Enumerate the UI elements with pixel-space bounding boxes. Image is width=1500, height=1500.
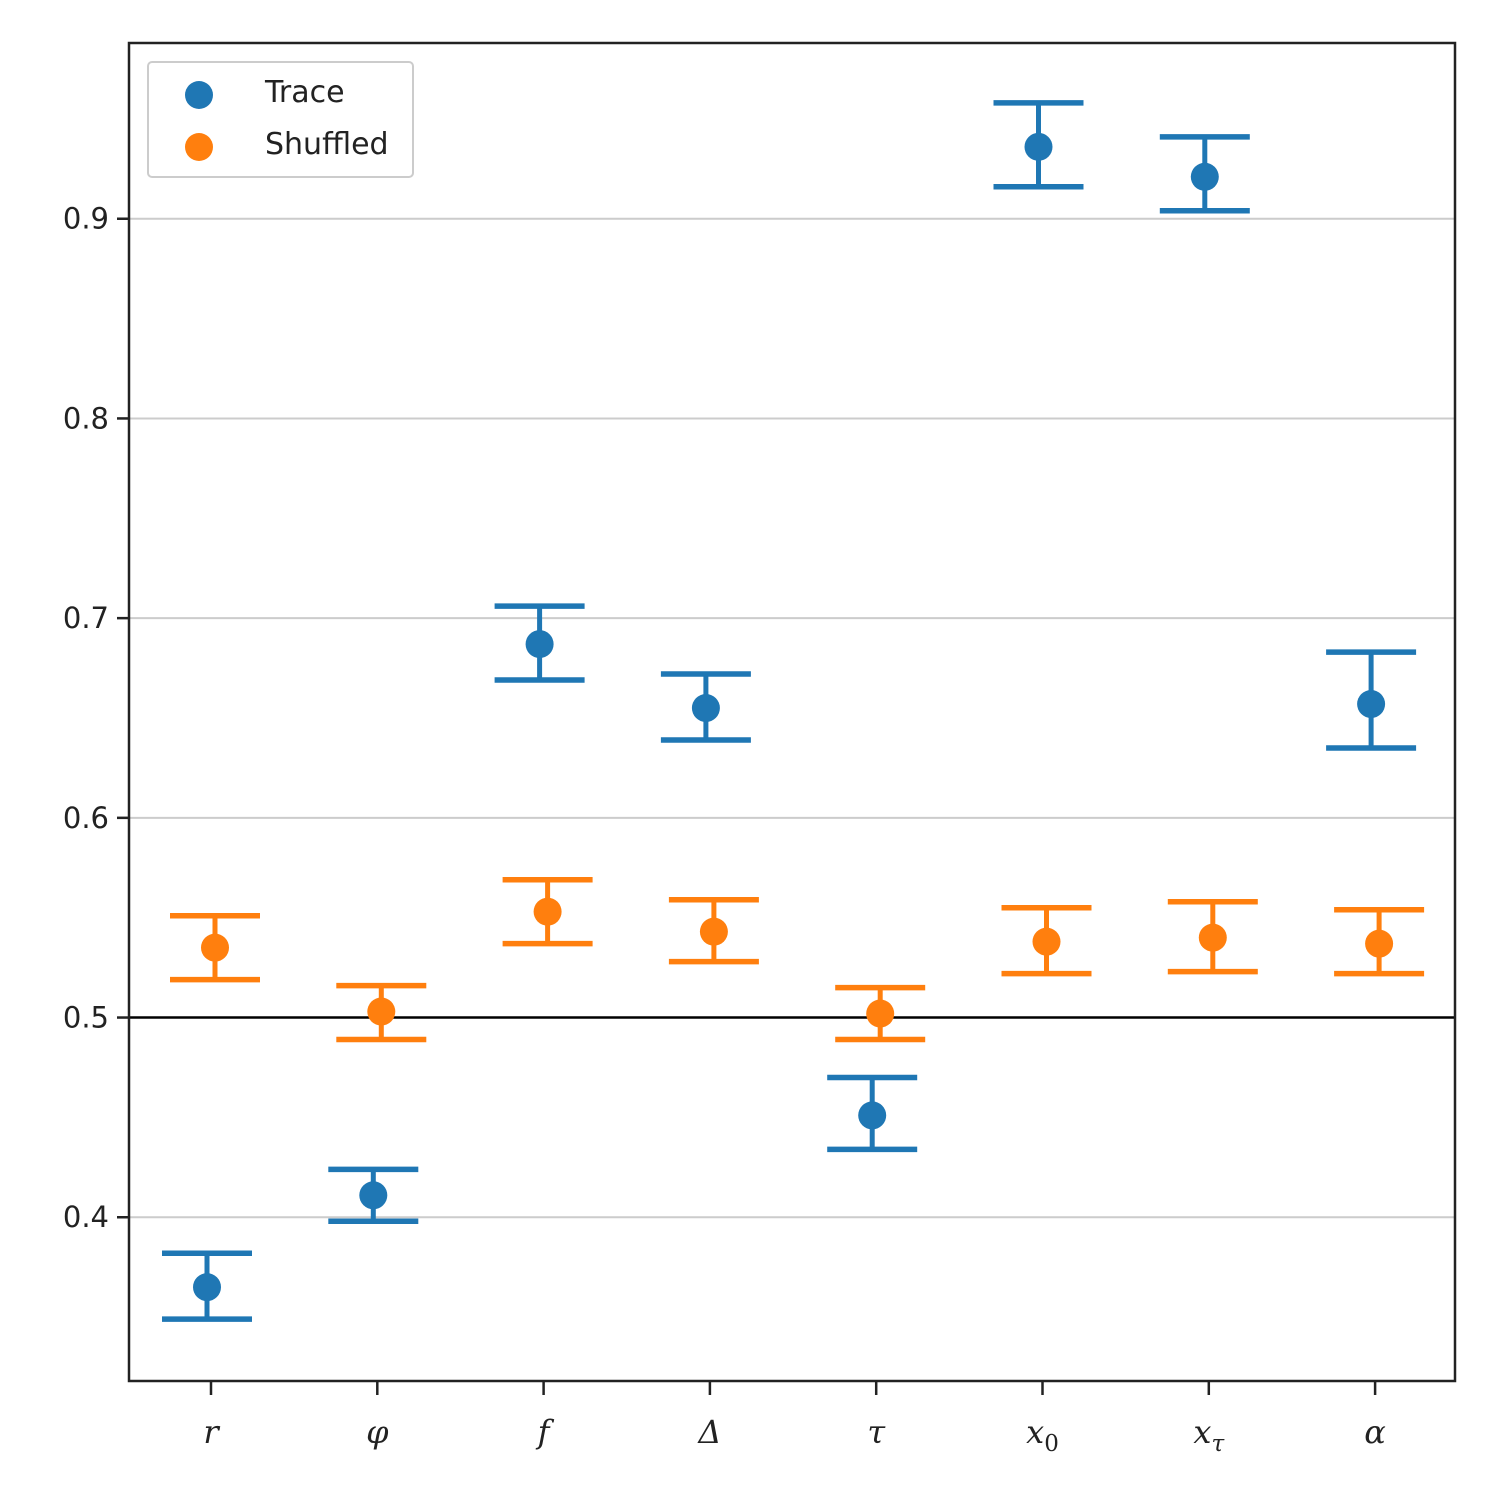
data-point: [193, 1273, 221, 1302]
data-point: [1365, 929, 1394, 958]
x-tick-label: xτ: [1193, 1413, 1225, 1457]
data-point: [1024, 132, 1053, 161]
series-trace: [162, 100, 1417, 1322]
legend-label-trace: Trace: [264, 75, 345, 110]
legend-marker-trace: [185, 81, 213, 109]
y-tick-label: 0.4: [63, 1200, 109, 1234]
data-point: [1190, 162, 1219, 191]
data-point: [1357, 690, 1386, 719]
data-point: [866, 999, 895, 1028]
grid-lines: [129, 217, 1455, 1219]
y-tick-label: 0.8: [63, 401, 109, 435]
x-tick-label: x0: [1026, 1413, 1059, 1457]
data-point: [1198, 923, 1227, 952]
data-point: [691, 694, 720, 723]
x-tick-label: f: [536, 1413, 555, 1451]
x-tick-label: Δ: [696, 1413, 721, 1451]
y-tick-label: 0.6: [63, 801, 109, 835]
legend-label-shuffled: Shuffled: [265, 127, 389, 162]
plot-frame: [127, 41, 1457, 1383]
data-point: [359, 1181, 388, 1210]
data-point: [1032, 927, 1061, 956]
data-point: [858, 1101, 887, 1130]
x-tick-label: φ: [366, 1413, 389, 1451]
legend-box: [147, 61, 414, 178]
legend: Trace Shuffled: [147, 61, 414, 178]
series-shuffled: [170, 876, 1425, 1043]
x-tick-label: r: [203, 1413, 220, 1451]
data-point: [533, 897, 562, 926]
data-point: [367, 997, 396, 1026]
data-point: [201, 933, 229, 962]
legend-marker-shuffled: [185, 133, 213, 161]
y-tick-label: 0.7: [63, 601, 109, 635]
x-tick-label: τ: [867, 1413, 886, 1451]
y-tick-label: 0.5: [63, 1001, 109, 1035]
y-tick-label: 0.9: [63, 202, 109, 236]
data-point: [699, 917, 728, 946]
data-layer: [162, 100, 1425, 1322]
data-point: [525, 630, 554, 659]
x-tick-label: α: [1364, 1413, 1386, 1451]
